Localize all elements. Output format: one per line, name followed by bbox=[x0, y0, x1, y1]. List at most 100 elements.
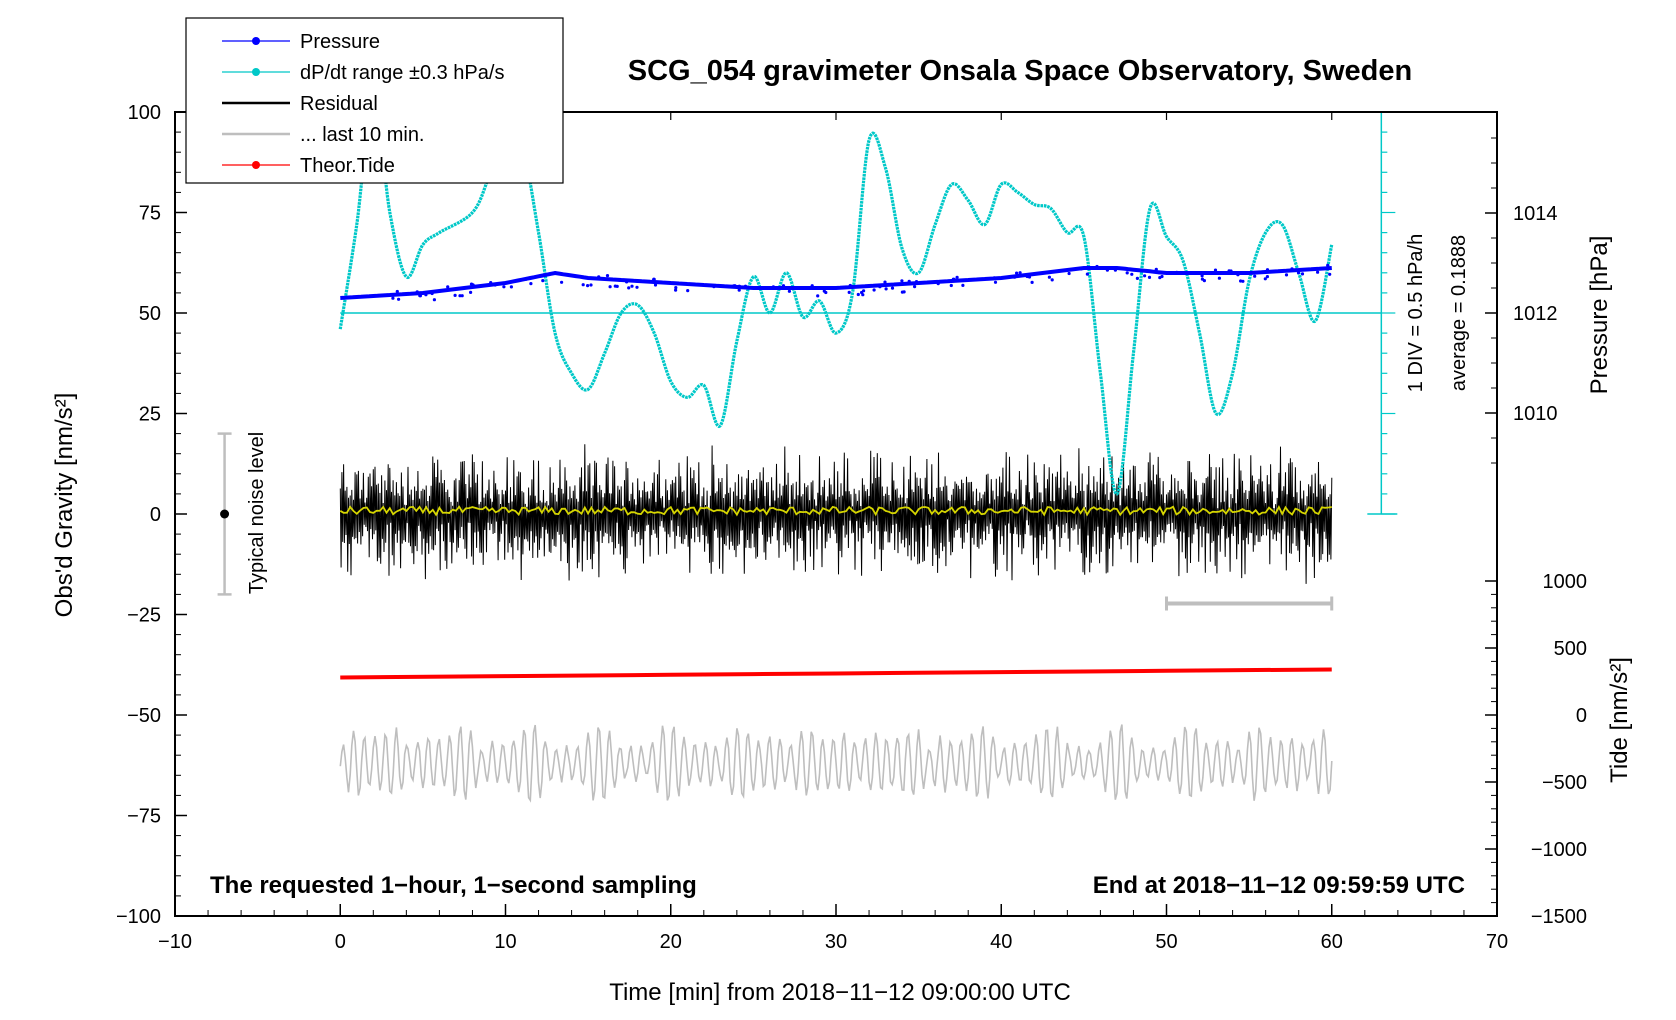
legend-label: Theor.Tide bbox=[300, 155, 395, 177]
y-tick-label: −75 bbox=[127, 806, 161, 828]
pressure-point bbox=[1217, 276, 1221, 280]
pressure-point bbox=[1326, 263, 1330, 267]
pressure-point bbox=[1290, 267, 1294, 271]
series-last-10-min bbox=[339, 724, 1333, 803]
pressure-point bbox=[1067, 271, 1071, 276]
pressure-point bbox=[1195, 271, 1199, 275]
pressure-point bbox=[617, 278, 622, 282]
y-tick-label: −100 bbox=[116, 906, 161, 928]
pressure-tick-label: 1010 bbox=[1513, 403, 1558, 425]
pressure-point bbox=[1079, 267, 1083, 271]
pressure-point bbox=[810, 284, 814, 288]
x-tick-label: 30 bbox=[825, 931, 847, 953]
legend: Pressure dP/dt range ±0.3 hPa/s Residual..… bbox=[185, 17, 564, 184]
pressure-point bbox=[961, 283, 965, 287]
div-label: 1 DIV = 0.5 hPa/h bbox=[1405, 234, 1427, 392]
pressure-point bbox=[1236, 273, 1240, 277]
pressure-point bbox=[1200, 274, 1204, 278]
pressure-point bbox=[712, 285, 716, 289]
pressure-point bbox=[1095, 264, 1099, 269]
tide-tick-label: −1500 bbox=[1531, 906, 1587, 928]
pressure-point bbox=[1157, 271, 1161, 275]
pressure-point bbox=[627, 286, 631, 290]
pressure-point bbox=[686, 289, 690, 293]
pressure-point bbox=[1027, 275, 1032, 279]
pressure-point bbox=[502, 285, 506, 289]
pressure-point bbox=[949, 283, 953, 288]
pressure-point bbox=[674, 286, 678, 290]
pressure-point bbox=[446, 285, 450, 289]
pressure-point bbox=[1154, 267, 1158, 271]
pressure-point bbox=[1130, 272, 1134, 276]
x-tick-label: 60 bbox=[1321, 931, 1343, 953]
pressure-tick-label: 1012 bbox=[1513, 303, 1558, 325]
pressure-point bbox=[493, 283, 497, 287]
pressure-point bbox=[529, 282, 533, 286]
pressure-point bbox=[1263, 277, 1267, 281]
pressure-point bbox=[460, 294, 464, 298]
pressure-point bbox=[900, 290, 905, 294]
pressure-point bbox=[1050, 278, 1054, 282]
pressure-point bbox=[432, 298, 436, 302]
pressure-point bbox=[781, 284, 786, 288]
pressure-point bbox=[560, 280, 564, 284]
pressure-point bbox=[395, 289, 399, 294]
legend-marker bbox=[252, 68, 260, 76]
pressure-point bbox=[1125, 271, 1129, 275]
pressure-point bbox=[1086, 265, 1090, 269]
pressure-point bbox=[1175, 270, 1179, 274]
legend-marker bbox=[252, 37, 260, 45]
pressure-point bbox=[605, 274, 610, 278]
pressure-point bbox=[1018, 271, 1022, 275]
noise-label: Typical noise level bbox=[246, 432, 268, 594]
legend-label: ... last 10 min. bbox=[300, 124, 425, 146]
pressure-point bbox=[955, 275, 959, 279]
series-residual-mean bbox=[339, 504, 1332, 517]
pressure-point bbox=[608, 285, 612, 289]
pressure-point bbox=[509, 285, 513, 289]
pressure-point bbox=[472, 284, 476, 288]
pressure-point bbox=[674, 288, 678, 292]
pressure-point bbox=[1105, 268, 1109, 272]
pressure-point bbox=[952, 277, 956, 281]
pressure-point bbox=[1012, 275, 1017, 279]
y-tick-label: 50 bbox=[139, 303, 161, 325]
pressure-point bbox=[415, 290, 419, 294]
pressure-point bbox=[1005, 275, 1009, 279]
pressure-point bbox=[771, 285, 776, 289]
pressure-point bbox=[1202, 279, 1206, 283]
pressure-point bbox=[872, 288, 876, 292]
x-tick-label: 0 bbox=[335, 931, 346, 953]
pressure-point bbox=[883, 280, 887, 284]
pressure-point bbox=[884, 287, 888, 291]
pressure-point bbox=[458, 294, 462, 298]
pressure-point bbox=[589, 283, 593, 287]
pressure-point bbox=[625, 280, 629, 284]
pressure-point bbox=[1158, 276, 1162, 280]
pressure-point bbox=[652, 278, 656, 282]
axes-layer: −10 0 10 20 30 40 50 60 701007550250−25−50−75−10… bbox=[116, 102, 1587, 953]
pressure-point bbox=[787, 289, 792, 293]
pressure-point bbox=[1265, 268, 1270, 272]
pressure-point bbox=[1047, 275, 1051, 279]
pressure-point bbox=[430, 291, 434, 296]
tide-tick-label: 0 bbox=[1576, 705, 1587, 727]
tide-tick-label: 500 bbox=[1554, 638, 1587, 660]
x-tick-label: 20 bbox=[660, 931, 682, 953]
pressure-point bbox=[1253, 274, 1257, 278]
tide-tick-label: 1000 bbox=[1543, 571, 1588, 593]
pressure-point bbox=[848, 283, 852, 288]
pressure-point bbox=[743, 284, 748, 288]
pressure-point bbox=[1160, 271, 1164, 275]
pressure-point bbox=[733, 284, 737, 288]
pressure-point bbox=[1284, 273, 1289, 277]
pressure-point bbox=[489, 281, 493, 285]
pressure-point bbox=[1265, 275, 1269, 279]
y-axis-label-left: Obs'd Gravity [nm/s²] bbox=[51, 393, 78, 618]
legend-marker bbox=[252, 161, 260, 169]
annotation-layer bbox=[217, 432, 1334, 611]
pressure-point bbox=[424, 293, 428, 297]
y-axis-label-tide: Tide [nm/s²] bbox=[1606, 657, 1633, 783]
y-axis-label-pressure: Pressure [hPa] bbox=[1586, 236, 1613, 395]
